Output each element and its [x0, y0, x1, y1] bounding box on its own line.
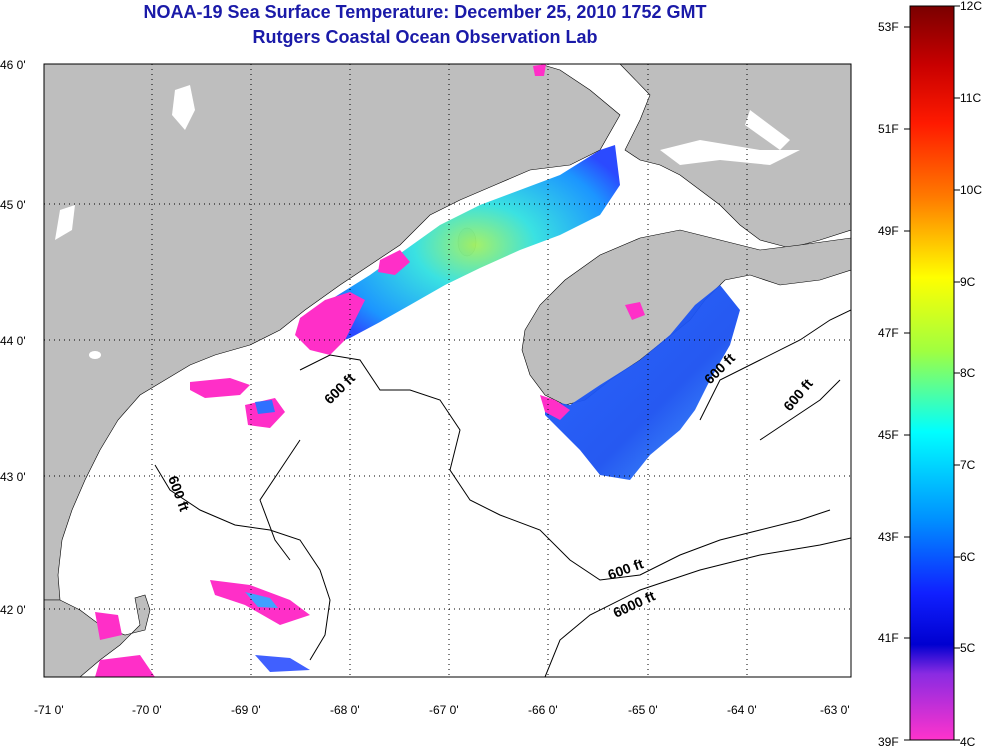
colorbar-celsius-label: 4C [960, 735, 976, 749]
lat-tick: 46 0' [0, 58, 26, 72]
lake [55, 205, 75, 240]
lon-tick: -69 0' [231, 703, 261, 717]
sst-cold-patch [378, 250, 410, 275]
lon-tick: -65 0' [628, 703, 658, 717]
lat-tick: 45 0' [0, 198, 26, 212]
colorbar-fahrenheit-label: 51F [878, 122, 899, 136]
sst-cold-patch [295, 292, 365, 355]
lat-tick: 43 0' [0, 470, 26, 484]
colorbar-fahrenheit-label: 39F [878, 735, 899, 749]
lat-tick: 42 0' [0, 603, 26, 617]
colorbar-fahrenheit-label: 45F [878, 428, 899, 442]
lat-tick: 44 0' [0, 334, 26, 348]
map-title: NOAA-19 Sea Surface Temperature: Decembe… [143, 2, 707, 22]
colorbar-celsius-label: 11C [960, 91, 981, 105]
lake [172, 85, 195, 130]
map-subtitle: Rutgers Coastal Ocean Observation Lab [252, 27, 598, 47]
bathymetry-contours [154, 309, 851, 677]
lon-tick: -64 0' [727, 703, 757, 717]
sst-patch [95, 612, 122, 640]
colorbar-ticks [904, 5, 960, 741]
sst-patch [255, 400, 275, 414]
colorbar-fahrenheit-label: 47F [878, 326, 899, 340]
sst-cold-patch [625, 302, 645, 320]
colorbar-fahrenheit-label: 53F [878, 20, 899, 34]
colorbar-celsius-label: 12C [960, 0, 982, 13]
sst-patch [533, 64, 546, 76]
sst-patch [255, 655, 310, 672]
colorbar-fahrenheit-label: 49F [878, 224, 899, 238]
lon-tick: -66 0' [528, 703, 558, 717]
lon-tick: -67 0' [429, 703, 459, 717]
colorbar-celsius-label: 8C [960, 366, 976, 380]
temperature-colorbar [909, 5, 955, 741]
sst-cold-patch [540, 395, 570, 420]
map-frame [43, 63, 852, 678]
colorbar-fahrenheit-label: 41F [878, 631, 899, 645]
lake [745, 110, 790, 150]
sst-patch [190, 378, 250, 398]
colorbar-celsius-label: 5C [960, 641, 976, 655]
land-cape-cod [44, 594, 151, 677]
lon-tick: -63 0' [820, 703, 850, 717]
colorbar-celsius-label: 10C [960, 183, 982, 197]
colorbar-fahrenheit-label: 43F [878, 530, 899, 544]
colorbar-celsius-label: 9C [960, 275, 976, 289]
sst-patch [245, 592, 278, 608]
colorbar-celsius-label: 6C [960, 550, 976, 564]
lon-tick: -71 0' [34, 703, 64, 717]
colorbar-celsius-label: 7C [960, 458, 976, 472]
graticule [44, 64, 851, 677]
lon-tick: -68 0' [330, 703, 360, 717]
lon-tick: -70 0' [132, 703, 162, 717]
land-new-england [44, 64, 621, 601]
lake [660, 140, 800, 165]
sst-patch [95, 655, 155, 677]
sst-scotian-shelf [545, 285, 740, 480]
lake [89, 351, 101, 359]
